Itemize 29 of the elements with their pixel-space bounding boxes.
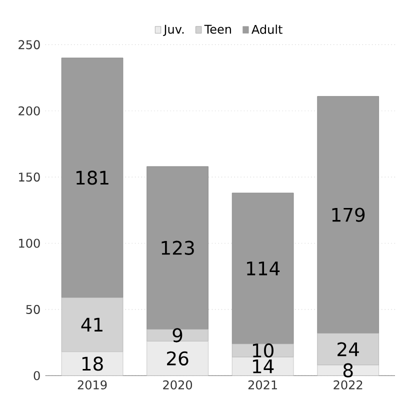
data-label: 114 [247, 261, 280, 276]
legend-label: Adult [252, 24, 282, 34]
data-label: 41 [81, 318, 102, 332]
y-tick-label: 200 [18, 106, 40, 116]
x-tick-label: 2021 [248, 380, 277, 390]
bar [317, 364, 379, 376]
data-label: 10 [252, 343, 274, 358]
bar [146, 340, 208, 376]
y-tick-label: 250 [18, 40, 40, 50]
data-label: 18 [82, 356, 103, 371]
data-label: 14 [252, 359, 274, 374]
data-label: 26 [167, 351, 188, 366]
y-tick-label: 100 [19, 238, 40, 248]
y-tick-label: 150 [19, 172, 40, 182]
data-label: 9 [172, 328, 182, 342]
x-tick-label: 2020 [163, 380, 192, 390]
bar [232, 356, 294, 376]
data-label: 123 [162, 240, 194, 255]
data-label: 8 [343, 363, 353, 378]
legend-label: Teen [204, 24, 231, 34]
data-label: 179 [332, 208, 365, 222]
bar [61, 351, 124, 376]
data-label: 24 [338, 342, 359, 356]
y-tick-label: 50 [26, 304, 40, 314]
data-label: 181 [76, 170, 108, 185]
x-tick-label: 2022 [334, 380, 362, 390]
legend-label: Juv. [163, 24, 184, 36]
x-tick-label: 2019 [78, 380, 107, 390]
y-tick-label: 0 [34, 370, 40, 380]
